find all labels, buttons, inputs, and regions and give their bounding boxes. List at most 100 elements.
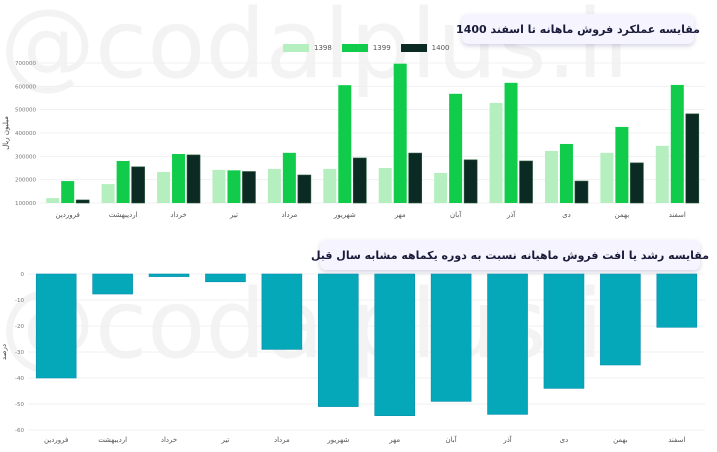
x-tick-label: شهریور <box>333 211 356 219</box>
bar-1399-خرداد <box>172 154 186 203</box>
x-tick-label: شهریور <box>326 436 349 444</box>
chart-title-growth: مقایسه رشد یا افت فروش ماهیانه نسبت به د… <box>311 240 709 270</box>
bar-1398-اسفند <box>655 145 669 203</box>
bar-1398-خرداد <box>157 171 171 203</box>
bar-1398-تیر <box>212 169 226 203</box>
bar-1399-دی <box>559 143 573 203</box>
x-tick-label: آذر <box>506 210 516 219</box>
bar-درصد-آبان <box>430 273 472 402</box>
y-tick-label: 200000 <box>15 178 36 184</box>
bar-1398-اردیبهشت <box>101 184 115 203</box>
bar-درصد-اسفند <box>656 273 698 328</box>
x-tick-label: دی <box>560 436 569 444</box>
bar-1398-بهمن <box>600 152 614 203</box>
legend-label: 1398 <box>314 44 332 52</box>
y-tick-label: -30 <box>15 350 24 356</box>
legend-label: 1400 <box>431 44 450 52</box>
y-tick-label: 0 <box>21 272 25 278</box>
x-tick-label: مهر <box>388 436 400 444</box>
bar-1398-آبان <box>434 172 448 203</box>
bar-1400-مهر <box>408 152 423 204</box>
bar-1400-آذر <box>519 160 533 204</box>
y-tick-label: 300000 <box>15 154 36 160</box>
x-tick-label: تیر <box>220 436 229 444</box>
legend-swatch <box>400 44 427 52</box>
legend-swatch <box>341 44 368 52</box>
legend-swatch <box>283 44 309 52</box>
bar-1400-خرداد <box>186 154 201 204</box>
y-axis-label: میلیون ریال <box>2 116 10 150</box>
y-tick-label: 600000 <box>15 84 36 90</box>
legend-label: 1399 <box>372 44 391 52</box>
x-tick-label: اردیبهشت <box>98 436 127 444</box>
x-tick-label: بهمن <box>615 211 630 219</box>
bar-1399-اسفند <box>670 84 684 203</box>
y-tick-label: 700000 <box>15 61 36 67</box>
bar-درصد-فروردین <box>35 273 77 379</box>
bar-1400-دی <box>574 180 589 204</box>
x-tick-label: آبان <box>446 435 458 444</box>
x-tick-label: اسفند <box>669 211 686 219</box>
bar-1400-بهمن <box>630 162 644 204</box>
x-tick-label: دی <box>562 211 571 219</box>
x-tick-label: مهر <box>394 211 406 219</box>
y-tick-label: -40 <box>15 376 24 382</box>
x-tick-label: خرداد <box>170 211 186 219</box>
bar-1399-تیر <box>227 170 241 203</box>
bar-درصد-مرداد <box>261 273 303 350</box>
bar-درصد-آذر <box>487 273 528 415</box>
x-tick-label: فروردین <box>56 211 80 219</box>
bar-درصد-اردیبهشت <box>92 273 133 295</box>
legend-item-1400[interactable]: 1400 <box>400 44 450 52</box>
bar-1400-اسفند <box>685 113 700 204</box>
x-tick-label: آذر <box>502 435 512 444</box>
x-tick-label: آبان <box>450 210 462 219</box>
bar-1400-مرداد <box>297 174 312 204</box>
bar-درصد-بهمن <box>600 273 641 366</box>
bar-1398-شهریور <box>323 168 337 203</box>
bar-1398-مهر <box>378 168 392 203</box>
x-tick-label: تیر <box>229 211 238 219</box>
bar-1399-مهر <box>393 63 407 204</box>
y-tick-label: 100000 <box>15 201 36 207</box>
bar-1399-مرداد <box>282 152 296 203</box>
x-tick-label: مرداد <box>281 211 297 219</box>
y-tick-label: 500000 <box>15 108 36 114</box>
bar-1400-تیر <box>242 171 256 204</box>
bar-1399-بهمن <box>615 126 629 203</box>
x-tick-label: مرداد <box>274 436 290 444</box>
x-tick-label: اردیبهشت <box>109 211 138 219</box>
y-tick-label: -60 <box>15 428 24 434</box>
legend-item-1398[interactable]: 1398 <box>283 44 332 52</box>
bar-درصد-دی <box>543 273 585 389</box>
bar-1400-آبان <box>463 159 478 204</box>
bar-1399-شهریور <box>338 85 352 203</box>
x-tick-label: اسفند <box>668 436 685 444</box>
bar-درصد-خرداد <box>148 273 190 277</box>
bar-1399-آذر <box>504 82 518 203</box>
bar-1400-فروردین <box>75 199 90 204</box>
bar-1399-اردیبهشت <box>116 161 130 203</box>
chart-title-monthly-sales: مقایسه عملکرد فروش ماهانه تا اسفند 1400 <box>456 14 700 44</box>
bar-1399-فروردین <box>61 181 75 203</box>
y-tick-label: -50 <box>15 402 24 408</box>
bar-درصد-شهریور <box>317 273 359 407</box>
bar-درصد-مهر <box>374 273 416 416</box>
legend: 1398 1399 1400 <box>283 44 455 52</box>
bar-1398-فروردین <box>46 198 60 203</box>
bar-1399-آبان <box>449 93 463 203</box>
bar-درصد-تیر <box>205 273 246 283</box>
y-axis-label: درصد <box>0 344 8 360</box>
y-tick-label: -10 <box>15 298 24 304</box>
x-tick-label: خرداد <box>161 436 177 444</box>
y-tick-label: 400000 <box>15 131 36 137</box>
bar-1398-مرداد <box>267 168 281 203</box>
x-tick-label: فروردین <box>44 436 68 444</box>
bar-1398-دی <box>544 150 558 203</box>
bar-1400-شهریور <box>352 157 367 204</box>
legend-item-1399[interactable]: 1399 <box>341 44 391 52</box>
y-tick-label: -20 <box>15 324 24 330</box>
x-tick-label: بهمن <box>613 436 628 444</box>
bar-1398-آذر <box>489 102 503 203</box>
